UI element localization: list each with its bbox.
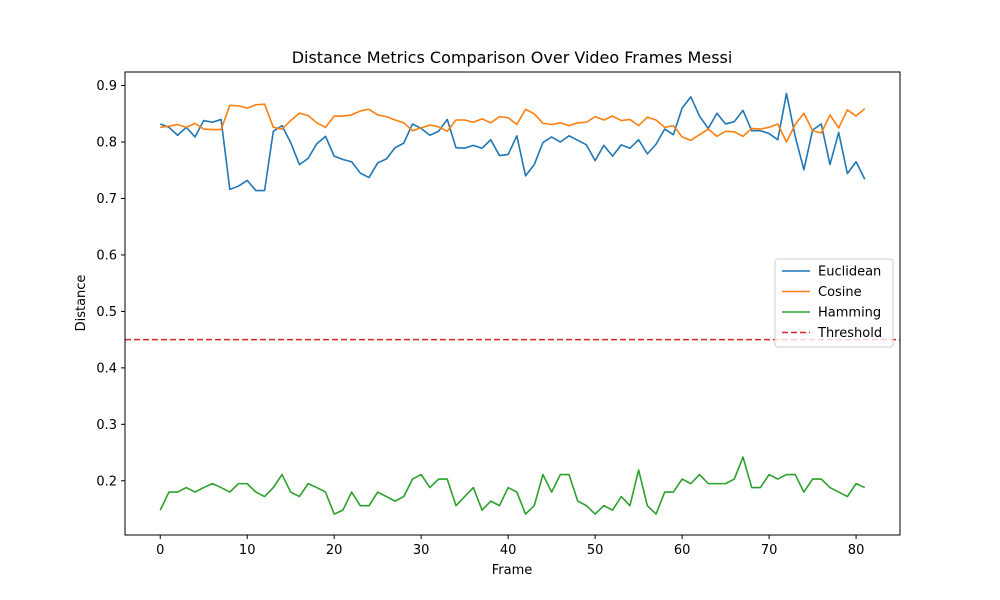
legend-box [774, 258, 894, 348]
legend: Euclidean Cosine Hamming Threshold [774, 258, 894, 348]
x-tick-label: 60 [674, 543, 691, 558]
plot-area [125, 92, 900, 515]
y-tick-label: 0.9 [96, 79, 117, 94]
legend-label: Euclidean [818, 265, 881, 280]
x-tick-label: 30 [413, 543, 430, 558]
y-tick-label: 0.8 [96, 136, 117, 151]
x-tick-label: 20 [326, 543, 343, 558]
y-axis-ticks: 0.2 0.3 0.4 0.5 0.6 0.7 0.8 0.9 [96, 79, 125, 489]
x-tick-label: 10 [239, 543, 256, 558]
legend-label: Cosine [818, 285, 862, 300]
x-tick-label: 50 [587, 543, 604, 558]
x-tick-label: 0 [156, 543, 164, 558]
y-tick-label: 0.7 [96, 192, 117, 207]
legend-label: Threshold [817, 326, 882, 341]
x-tick-label: 80 [848, 543, 865, 558]
x-tick-label: 40 [500, 543, 517, 558]
x-axis-label: Frame [492, 563, 533, 578]
legend-label: Hamming [818, 306, 881, 321]
y-tick-label: 0.2 [96, 474, 117, 489]
x-axis-ticks: 0 10 20 30 40 50 60 70 80 [156, 535, 864, 558]
series-line-cosine [160, 103, 866, 143]
x-tick-label: 70 [761, 543, 778, 558]
y-tick-label: 0.4 [96, 361, 117, 376]
chart-title: Distance Metrics Comparison Over Video F… [292, 48, 733, 67]
plot-frame [124, 71, 901, 536]
series-line-hamming [159, 456, 866, 515]
y-tick-label: 0.5 [96, 305, 117, 320]
y-axis-label: Distance [74, 275, 89, 332]
y-tick-label: 0.6 [96, 248, 117, 263]
y-tick-label: 0.3 [96, 418, 117, 433]
